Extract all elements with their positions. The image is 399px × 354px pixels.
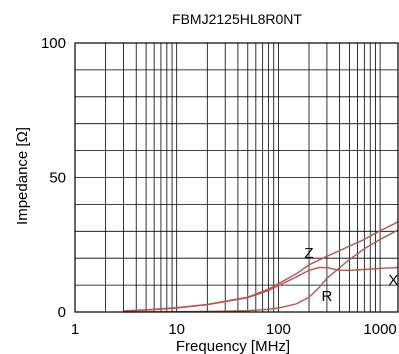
grid	[74, 42, 398, 313]
series-line-x	[123, 266, 399, 312]
x-tick-label: 1000	[363, 321, 396, 338]
y-axis-title: Impedance [Ω]	[14, 127, 31, 225]
y-tick-label: 50	[49, 170, 66, 187]
x-tick-label: 1	[71, 321, 79, 338]
plot-frame	[74, 42, 399, 313]
series-label-r: R	[321, 288, 332, 305]
tick-labels: 1 10 100 1000 0 50 100	[41, 35, 397, 338]
x-axis-title: Frequency [MHz]	[176, 338, 290, 354]
series-labels: Z R X	[304, 245, 398, 305]
series-line-r	[123, 229, 399, 313]
x-tick-label: 100	[266, 321, 291, 338]
y-tick-label: 0	[58, 304, 66, 321]
chart-title: FBMJ2125HL8R0NT	[172, 11, 302, 27]
series-label-z: Z	[304, 245, 313, 262]
curves	[123, 221, 399, 313]
y-tick-label: 100	[41, 35, 66, 52]
series-line-z	[123, 221, 399, 312]
series-label-x: X	[388, 272, 398, 289]
x-tick-label: 10	[168, 321, 185, 338]
